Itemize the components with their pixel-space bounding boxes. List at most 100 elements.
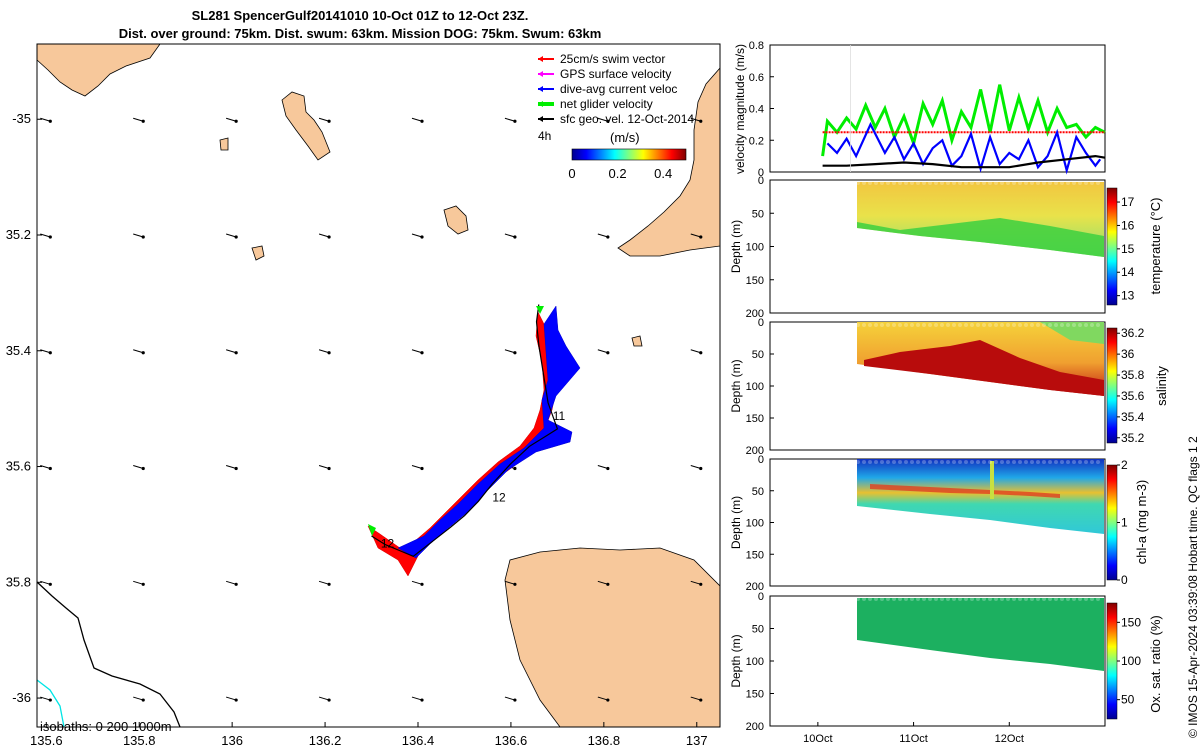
depth-tick-label: 0 xyxy=(758,591,764,603)
profile-cast xyxy=(976,460,980,464)
legend-arrowhead xyxy=(538,101,543,107)
current-arrow-head xyxy=(420,351,424,355)
profile-cast xyxy=(988,460,992,464)
current-arrow-head xyxy=(327,351,331,355)
profile-cast xyxy=(1090,323,1094,327)
day-labels: 11 12 12 xyxy=(381,409,566,550)
current-arrow xyxy=(318,349,330,354)
profile-cast xyxy=(1054,460,1058,464)
map-x-tick-label: 137 xyxy=(686,733,708,748)
legend-label: sfc geo. vel. 12-Oct-2014 xyxy=(560,112,694,126)
current-arrow xyxy=(504,696,516,701)
current-arrow-head xyxy=(699,698,703,702)
velocity-series xyxy=(821,84,1106,175)
current-arrow-head xyxy=(699,351,703,355)
profile-cast xyxy=(916,597,920,601)
current-arrow-head xyxy=(327,119,331,123)
profile-cast xyxy=(946,460,950,464)
profile-cast xyxy=(922,323,926,327)
profile-cast xyxy=(958,460,962,464)
current-arrow xyxy=(690,349,701,354)
profile-cast xyxy=(1054,181,1058,185)
profile-cast xyxy=(970,460,974,464)
map-x-tick-label: 135.8 xyxy=(123,733,156,748)
depth-tick-label: 150 xyxy=(746,275,764,287)
profile-cast xyxy=(1024,460,1028,464)
current-arrow-head xyxy=(420,466,424,471)
profile-cast xyxy=(886,323,890,327)
profile-cast xyxy=(982,323,986,327)
profile-cast xyxy=(952,597,956,601)
profile-cast xyxy=(1090,460,1094,464)
colorbar-label: (m/s) xyxy=(610,130,640,145)
profile-cast xyxy=(856,597,860,601)
profile-cast xyxy=(1018,181,1022,185)
profile-cast xyxy=(1084,460,1088,464)
chla-surface-streak xyxy=(990,461,994,499)
profile-cast xyxy=(1078,181,1082,185)
profile-cast xyxy=(898,460,902,464)
land-masses xyxy=(37,44,720,727)
current-arrow xyxy=(411,580,423,585)
colorbar-tick-label: 14 xyxy=(1121,265,1135,279)
time-tick-label: 10Oct xyxy=(803,733,832,745)
current-arrow xyxy=(318,696,330,701)
oxygen-colorbar-label: Ox. sat. ratio (%) xyxy=(1148,615,1163,713)
profile-cast xyxy=(1060,323,1064,327)
current-arrow-head xyxy=(234,119,238,123)
profile-cast xyxy=(1000,323,1004,327)
profile-cast xyxy=(892,323,896,327)
profile-cast xyxy=(928,597,932,601)
current-arrow xyxy=(597,465,608,470)
depth-tick-label: 100 xyxy=(746,242,764,254)
depth-tick-label: 0 xyxy=(758,175,764,187)
profile-cast xyxy=(868,597,872,601)
profile-cast xyxy=(964,181,968,185)
profile-cast xyxy=(868,460,872,464)
profile-cast xyxy=(946,323,950,327)
profile-cast xyxy=(1066,181,1070,185)
profile-cast xyxy=(880,323,884,327)
profile-cast xyxy=(1066,323,1070,327)
profile-cast xyxy=(994,460,998,464)
current-arrow xyxy=(133,696,144,701)
profile-cast xyxy=(1048,323,1052,327)
chart-subtitle: Dist. over ground: 75km. Dist. swum: 63k… xyxy=(118,26,602,41)
profile-cast xyxy=(910,460,914,464)
legend-label: 25cm/s swim vector xyxy=(560,52,665,66)
profile-cast xyxy=(994,181,998,185)
legend-arrowhead xyxy=(538,56,543,62)
current-arrow xyxy=(225,233,237,238)
profile-cast xyxy=(1030,460,1034,464)
current-arrow-head xyxy=(234,235,238,239)
profile-cast xyxy=(988,323,992,327)
current-arrow-head xyxy=(513,235,517,239)
current-arrow-head xyxy=(513,582,517,586)
depth-tick-label: 0 xyxy=(758,454,764,466)
profile-cast xyxy=(1066,597,1070,601)
legend-label: GPS surface velocity xyxy=(560,67,671,81)
current-arrow xyxy=(411,349,423,354)
net-velocity-start xyxy=(536,306,544,314)
profile-cast xyxy=(946,181,950,185)
current-arrow xyxy=(225,580,237,585)
profile-cast xyxy=(856,460,860,464)
profile-cast xyxy=(886,597,890,601)
profile-cast xyxy=(904,460,908,464)
current-arrow xyxy=(225,696,237,701)
colorbar-tick-label: 2 xyxy=(1121,458,1128,472)
current-arrow-head xyxy=(234,582,238,586)
current-arrow-head xyxy=(513,119,517,123)
velocity-y-tick-label: 0.6 xyxy=(749,72,764,84)
velocity-colorbar xyxy=(571,148,687,161)
current-arrow-head xyxy=(141,466,145,471)
profile-cast xyxy=(910,323,914,327)
depth-tick-label: 150 xyxy=(746,549,764,561)
legend-arrowhead xyxy=(538,71,543,77)
profile-cast xyxy=(868,181,872,185)
current-arrow xyxy=(690,696,701,701)
colorbar-tick-label: 0.2 xyxy=(609,166,627,181)
depth-tick-label: 50 xyxy=(752,349,764,361)
current-arrow-head xyxy=(513,466,517,471)
